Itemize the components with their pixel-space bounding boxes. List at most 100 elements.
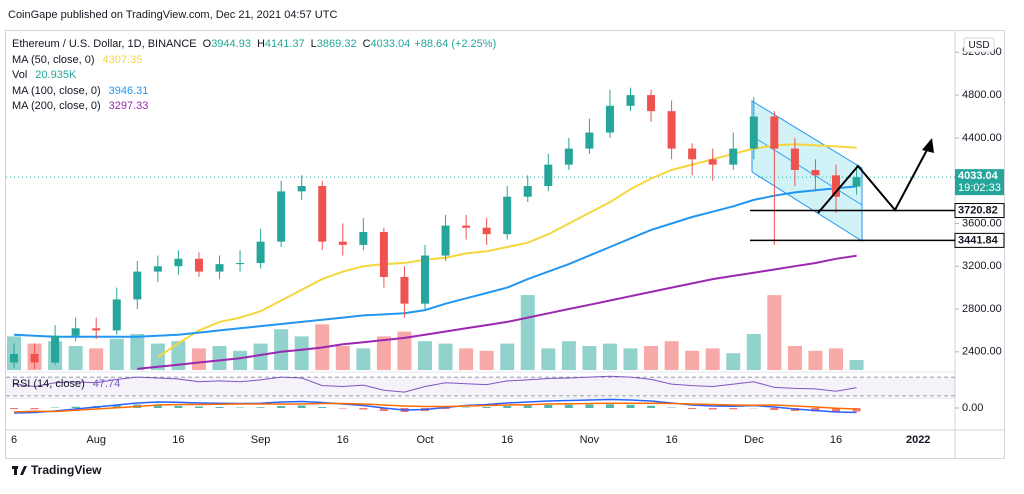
macd-histogram — [544, 405, 552, 408]
macd-histogram — [585, 405, 593, 409]
legend-name: MA (100, close, 0) — [12, 85, 101, 97]
x-tick-label: 16 — [337, 434, 349, 446]
macd-histogram — [606, 404, 614, 408]
candle-body — [853, 177, 861, 186]
macd-histogram — [770, 408, 778, 410]
volume-bar — [624, 348, 638, 370]
y-tick-label: 3600.00 — [962, 217, 1002, 229]
x-tick-label: 6 — [11, 434, 17, 446]
candle-body — [154, 266, 162, 271]
legend-value: 47.74 — [93, 378, 121, 390]
legend-line: MA (200, close, 0) 3297.33 — [12, 100, 148, 112]
legend-title: Ethereum / U.S. Dollar, 1D, BINANCE — [12, 38, 197, 50]
footer: TradingView — [31, 463, 102, 477]
legend-name: Vol — [12, 69, 27, 81]
y-tick-label: 4800.00 — [962, 89, 1002, 101]
volume-bar — [459, 348, 473, 370]
x-tick-label: Dec — [744, 434, 764, 446]
volume-bar — [356, 348, 370, 370]
volume-bar — [726, 353, 740, 370]
volume-bar — [665, 341, 679, 370]
volume-bar — [233, 351, 247, 370]
y-tick-label: 2400.00 — [962, 346, 1002, 358]
volume-bar — [706, 348, 720, 370]
ohlc-letter: C — [363, 38, 371, 50]
macd-histogram — [688, 408, 696, 409]
volume-bar — [685, 351, 699, 370]
macd-histogram — [668, 408, 676, 409]
macd-histogram — [277, 406, 285, 408]
volume-bar — [480, 351, 494, 370]
candle-body — [257, 242, 265, 263]
volume-bar — [295, 336, 309, 370]
legend-line: Vol 20.935K — [12, 69, 77, 81]
candle-body — [339, 242, 347, 245]
candle-body — [442, 226, 450, 256]
x-tick-label: Oct — [416, 434, 433, 446]
candle-body — [51, 336, 59, 363]
macd-histogram — [298, 406, 306, 409]
candle-body — [627, 95, 635, 106]
macd-y-tick-label: 0.00 — [962, 402, 983, 414]
ohlc-letter: H — [257, 38, 265, 50]
countdown: 19:02:33 — [958, 182, 1001, 194]
legend-name: MA (200, close, 0) — [12, 100, 101, 112]
macd-histogram — [647, 406, 655, 408]
ohlc-value: 3869.32 — [317, 38, 357, 50]
legend-value: 3297.33 — [109, 100, 149, 112]
volume-bar — [541, 348, 555, 370]
candle-body — [421, 256, 429, 304]
candle-body — [113, 299, 121, 330]
ohlc-value: 3944.93 — [211, 38, 251, 50]
candle-body — [524, 186, 532, 197]
volume-bar — [521, 295, 535, 370]
ohlc-value: 4141.37 — [265, 38, 305, 50]
volume-bar — [562, 341, 576, 370]
macd-histogram — [51, 408, 59, 409]
current-price: 4033.04 — [958, 170, 999, 182]
candle-body — [277, 191, 285, 241]
candle-body — [462, 226, 470, 228]
candle-body — [216, 264, 224, 271]
x-tick-label: 16 — [501, 434, 513, 446]
currency[interactable]: USD — [968, 40, 989, 51]
candle-body — [750, 117, 758, 149]
macd-histogram — [339, 408, 347, 409]
candle-body — [729, 149, 737, 165]
candle-body — [503, 197, 511, 234]
volume-bar — [336, 346, 350, 370]
candle-body — [298, 186, 306, 191]
ohlc-value: 4033.04 — [371, 38, 411, 50]
volume-bar — [500, 344, 514, 370]
macd-histogram — [195, 407, 203, 409]
y-tick-label: 3200.00 — [962, 260, 1002, 272]
volume-bar — [850, 360, 864, 370]
candle-body — [72, 328, 80, 335]
logo-part — [14, 466, 17, 475]
change: +88.64 (+2.25%) — [414, 38, 496, 50]
candle-body — [236, 263, 244, 264]
candle-body — [709, 159, 717, 164]
candle-body — [585, 133, 593, 149]
candle-body — [544, 165, 552, 186]
candle-body — [770, 117, 778, 149]
volume-bar — [192, 348, 206, 370]
volume-bar — [110, 339, 124, 370]
volume-bar — [439, 344, 453, 370]
volume-bar — [89, 348, 103, 370]
macd-histogram — [565, 405, 573, 408]
candle-body — [668, 111, 676, 148]
macd-histogram — [236, 408, 244, 409]
legend-value: 4307.35 — [103, 54, 143, 66]
macd-histogram — [483, 407, 491, 408]
rsi-band — [6, 377, 955, 396]
legend-value: 20.935K — [35, 69, 77, 81]
candle-body — [133, 272, 141, 300]
legend-line: MA (100, close, 0)3946.31 — [12, 85, 148, 97]
legend-name: RSI (14, close) — [12, 378, 85, 390]
volume-bar — [274, 329, 288, 370]
volume-bar — [767, 295, 781, 370]
legend-line: RSI (14, close) 47.74 — [12, 378, 120, 390]
